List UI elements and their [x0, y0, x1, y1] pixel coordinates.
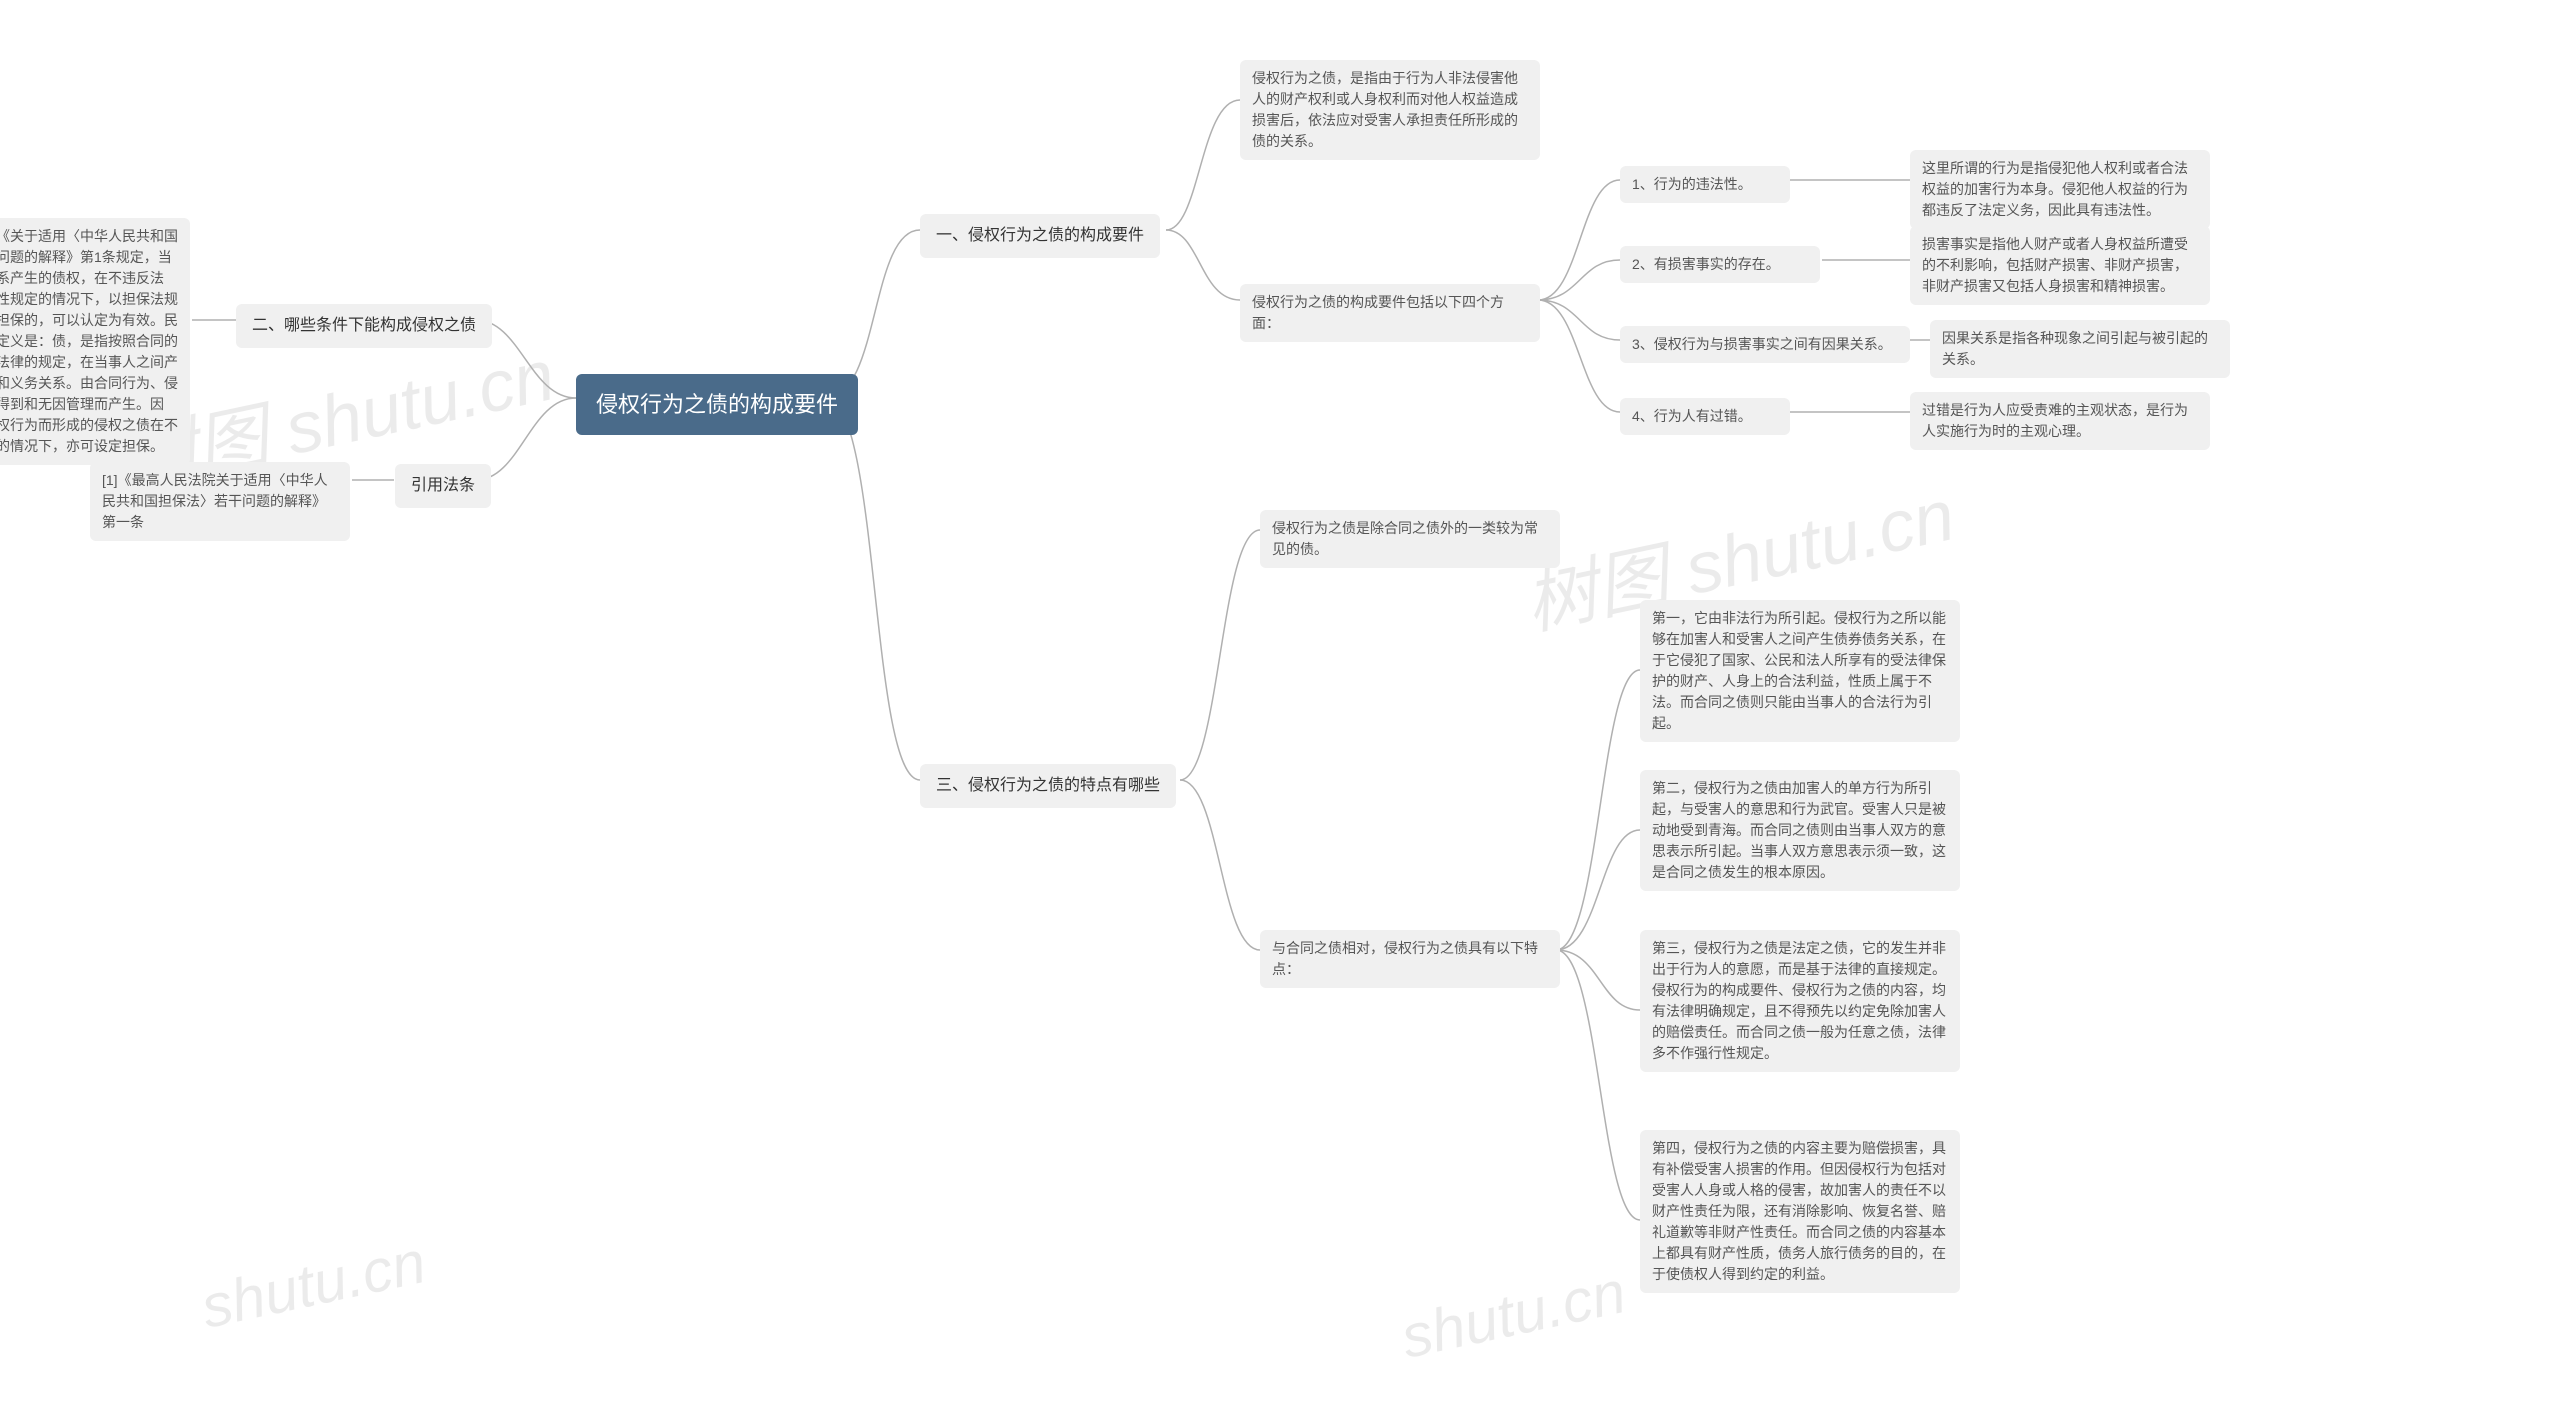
leaf-item-4-desc: 过错是行为人应受责难的主观状态，是行为人实施行为时的主观心理。 [1910, 392, 2210, 450]
branch-conditions[interactable]: 二、哪些条件下能构成侵权之债 [236, 304, 492, 348]
leaf-citation-text: [1]《最高人民法院关于适用〈中华人民共和国担保法〉若干问题的解释》第一条 [90, 462, 350, 541]
leaf-item-3-desc: 因果关系是指各种现象之间引起与被引起的关系。 [1930, 320, 2230, 378]
leaf-item-2-desc: 损害事实是指他人财产或者人身权益所遭受的不利影响，包括财产损害、非财产损害，非财… [1910, 226, 2210, 305]
leaf-feature-4: 第四，侵权行为之债的内容主要为赔偿损害，具有补偿受害人损害的作用。但因侵权行为包… [1640, 1130, 1960, 1293]
leaf-s1-four-aspects[interactable]: 侵权行为之债的构成要件包括以下四个方面： [1240, 284, 1540, 342]
leaf-item-1[interactable]: 1、行为的违法性。 [1620, 166, 1790, 203]
root-node[interactable]: 侵权行为之债的构成要件 [576, 374, 858, 435]
leaf-conditions-text: 最高人民法院《关于适用〈中华人民共和国担保法〉若干问题的解释》第1条规定，当事人… [0, 218, 190, 465]
leaf-s1-definition: 侵权行为之债，是指由于行为人非法侵害他人的财产权利或人身权利而对他人权益造成损害… [1240, 60, 1540, 160]
leaf-item-1-desc: 这里所谓的行为是指侵犯他人权利或者合法权益的加害行为本身。侵犯他人权益的行为都违… [1910, 150, 2210, 229]
watermark: shutu.cn [1395, 1257, 1631, 1372]
branch-section-1[interactable]: 一、侵权行为之债的构成要件 [920, 214, 1160, 258]
branch-section-3[interactable]: 三、侵权行为之债的特点有哪些 [920, 764, 1176, 808]
leaf-s3-features[interactable]: 与合同之债相对，侵权行为之债具有以下特点： [1260, 930, 1560, 988]
branch-citation[interactable]: 引用法条 [395, 464, 491, 508]
leaf-item-4[interactable]: 4、行为人有过错。 [1620, 398, 1790, 435]
leaf-s3-intro: 侵权行为之债是除合同之债外的一类较为常见的债。 [1260, 510, 1560, 568]
watermark: shutu.cn [195, 1227, 431, 1342]
leaf-feature-3: 第三，侵权行为之债是法定之债，它的发生并非出于行为人的意愿，而是基于法律的直接规… [1640, 930, 1960, 1072]
leaf-feature-2: 第二，侵权行为之债由加害人的单方行为所引起，与受害人的意思和行为武官。受害人只是… [1640, 770, 1960, 891]
leaf-item-3[interactable]: 3、侵权行为与损害事实之间有因果关系。 [1620, 326, 1910, 363]
leaf-feature-1: 第一，它由非法行为所引起。侵权行为之所以能够在加害人和受害人之间产生债券债务关系… [1640, 600, 1960, 742]
leaf-item-2[interactable]: 2、有损害事实的存在。 [1620, 246, 1820, 283]
